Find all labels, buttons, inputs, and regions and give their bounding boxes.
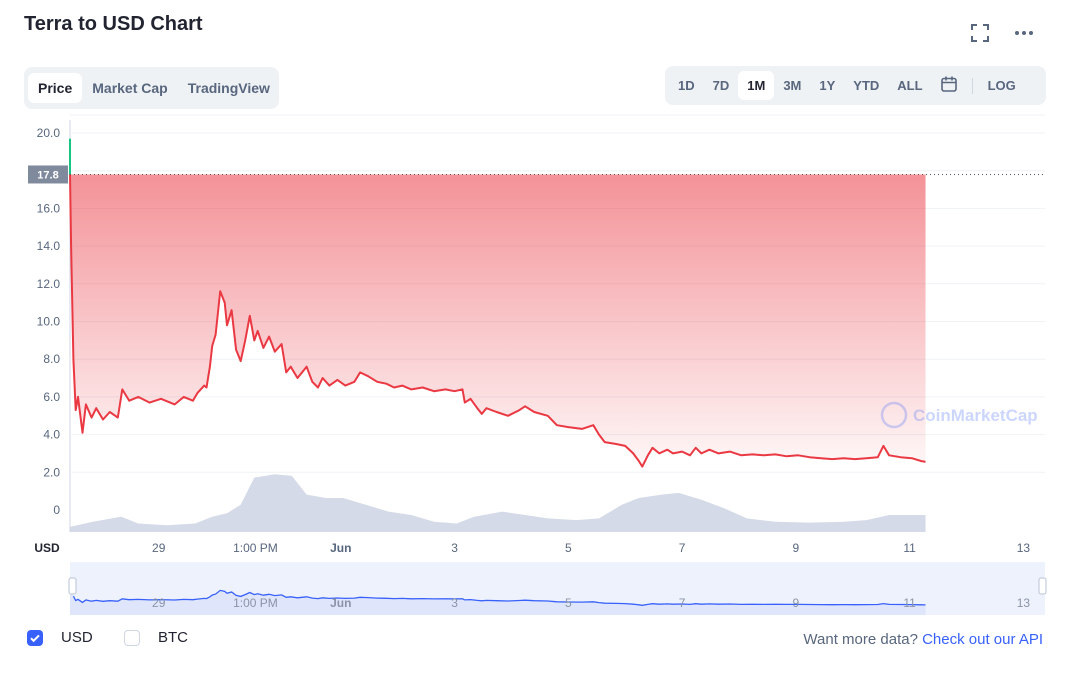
- navigator-line: [72, 589, 926, 606]
- more-horizontal-icon[interactable]: [1013, 22, 1035, 44]
- chart-type-tabs: Price Market Cap TradingView: [24, 67, 279, 109]
- watermark: CoinMarketCap: [880, 401, 1038, 429]
- y-tick-label: 12.0: [37, 277, 61, 291]
- navigator-handle[interactable]: [1038, 577, 1047, 595]
- x-tick-label: 9: [793, 541, 800, 555]
- usd-label: USD: [61, 629, 93, 646]
- x-tick-label: 5: [565, 541, 572, 555]
- volume-area: [70, 474, 926, 532]
- range-ytd[interactable]: YTD: [853, 78, 880, 93]
- price-line: [69, 174, 926, 468]
- navigator-handle[interactable]: [68, 577, 77, 595]
- time-range-tabs: 1D 7D 1M 3M 1Y YTD ALL LOG: [665, 66, 1046, 105]
- x-tick-label: 3: [451, 541, 458, 555]
- usd-checkbox[interactable]: [27, 629, 43, 646]
- navigator-tick-label: 9: [793, 596, 800, 610]
- range-3m[interactable]: 3M: [783, 78, 802, 93]
- range-1d[interactable]: 1D: [678, 78, 695, 93]
- watermark-logo: [880, 401, 908, 429]
- fullscreen-icon[interactable]: [969, 22, 991, 44]
- navigator-tick-label: 1:00 PM: [233, 596, 278, 610]
- current-price-marker: [28, 165, 68, 184]
- x-tick-label: Jun: [330, 541, 351, 555]
- x-tick-label: 29: [152, 541, 166, 555]
- price-area-fill: [70, 174, 926, 467]
- current-price-label: 17.8: [37, 169, 58, 181]
- api-link[interactable]: Check out our API: [922, 631, 1043, 648]
- range-7d[interactable]: 7D: [712, 78, 730, 93]
- btc-toggle[interactable]: BTC: [124, 629, 188, 646]
- y-tick-label: 16.0: [37, 201, 61, 215]
- x-tick-label: 11: [903, 541, 916, 555]
- more-data-text: Want more data?: [803, 631, 918, 648]
- divider: [971, 77, 973, 94]
- navigator-tick-label: Jun: [330, 596, 351, 610]
- navigator-tick-label: 13: [1017, 596, 1031, 610]
- log-scale-toggle[interactable]: LOG: [987, 78, 1016, 93]
- x-tick-label: 13: [1017, 541, 1031, 555]
- navigator-tick-label: 7: [679, 596, 686, 610]
- page-title: Terra to USD Chart: [24, 13, 203, 35]
- y-tick-label: 20.0: [37, 126, 61, 140]
- watermark-text: CoinMarketCap: [913, 406, 1038, 425]
- y-tick-label: 10.0: [37, 315, 61, 329]
- range-1m[interactable]: 1M: [738, 71, 775, 100]
- more-data-promo: Want more data? Check out our API: [803, 631, 1043, 648]
- x-tick-label: 1:00 PM: [233, 541, 278, 555]
- y-tick-label: 14.0: [37, 239, 61, 253]
- x-tick-label: 7: [679, 541, 686, 555]
- y-tick-label: 0: [53, 503, 60, 517]
- tab-price[interactable]: Price: [28, 73, 83, 103]
- navigator-tick-label: 29: [152, 596, 166, 610]
- navigator-tick-label: 11: [903, 596, 916, 610]
- usd-toggle[interactable]: USD: [27, 629, 93, 646]
- range-1y[interactable]: 1Y: [819, 78, 836, 93]
- btc-checkbox[interactable]: [124, 629, 140, 646]
- y-tick-label: 2.0: [43, 465, 60, 479]
- navigator-tick-label: 3: [451, 596, 458, 610]
- y-tick-label: 8.0: [43, 352, 60, 366]
- tab-tradingview[interactable]: TradingView: [187, 80, 270, 96]
- tab-market-cap[interactable]: Market Cap: [92, 80, 168, 96]
- y-tick-label: 6.0: [43, 390, 60, 404]
- btc-label: BTC: [158, 629, 188, 646]
- x-axis-unit-label: USD: [34, 541, 60, 555]
- y-tick-label: 4.0: [43, 428, 60, 442]
- calendar-icon[interactable]: [932, 70, 966, 101]
- range-all[interactable]: ALL: [897, 78, 923, 93]
- navigator-tick-label: 5: [565, 596, 572, 610]
